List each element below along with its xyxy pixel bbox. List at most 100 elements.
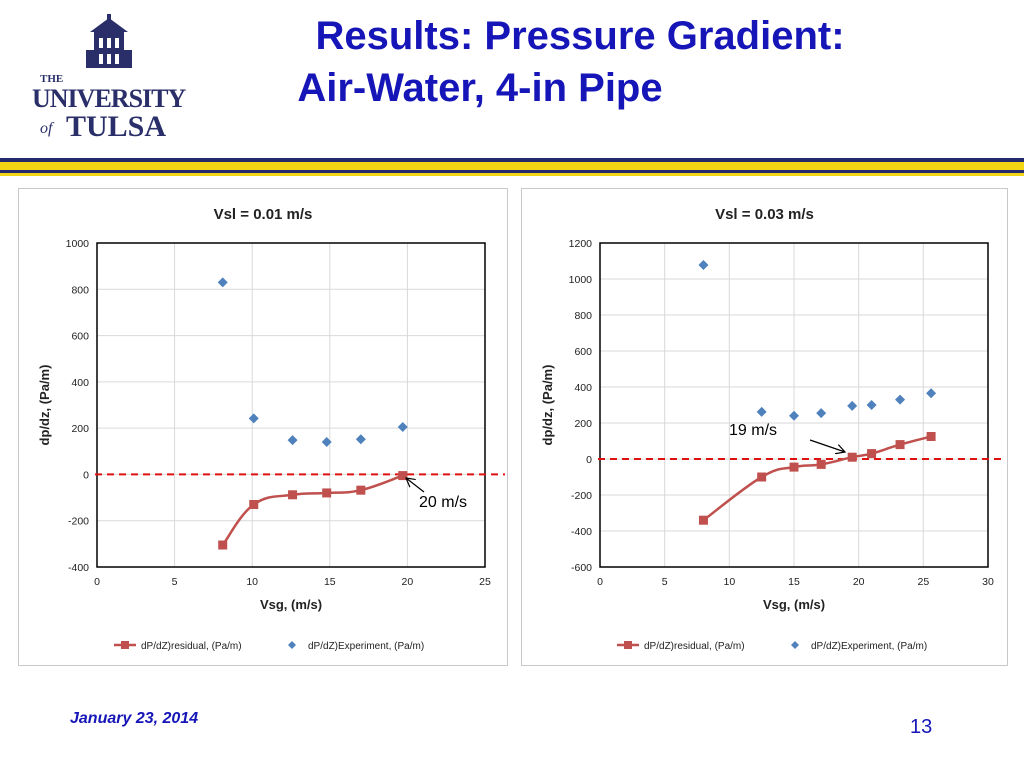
legend-swatch-square [624, 641, 632, 649]
experiment-point [217, 277, 228, 288]
experiment-point [816, 408, 827, 419]
y-tick-label: 1000 [66, 238, 90, 250]
residual-point [218, 540, 228, 550]
x-tick-label: 30 [982, 576, 994, 588]
chart-panel-left: Vsl = 0.01 m/s -400 -200 0 200 400 600 800 1000 0… [18, 188, 508, 666]
y-tick-label: 400 [574, 382, 592, 394]
slide-title: Results: Pressure Gradient: Air-Water, 4… [150, 10, 1010, 114]
residual-point [926, 432, 936, 441]
legend-swatch-square [121, 641, 129, 649]
x-tick-label: 0 [94, 576, 100, 588]
experiment-point [847, 400, 858, 411]
residual-point [816, 459, 826, 469]
plot-area-border [96, 242, 486, 568]
logo-the-text: THE [40, 73, 63, 85]
y-axis-label: dp/dz, (Pa/m) [540, 365, 555, 446]
y-tick-label: 1200 [569, 238, 593, 250]
y-tick-label: 200 [71, 423, 89, 435]
y-tick-label: -400 [68, 562, 89, 574]
header-bar-gold [0, 162, 1024, 170]
residual-point [789, 462, 799, 472]
x-tick-label: 5 [172, 576, 178, 588]
chart-legend: dP/dZ)residual, (Pa/m) dP/dZ)Experiment, … [617, 641, 927, 652]
chart-vsl-0-01: Vsl = 0.01 m/s -400 -200 0 200 400 600 800 1000 0… [37, 206, 505, 652]
experiment-point [248, 413, 259, 424]
residual-point [356, 485, 366, 495]
legend-label: dP/dZ)Experiment, (Pa/m) [811, 641, 927, 652]
residual-point [322, 488, 332, 498]
logo-roof [90, 18, 128, 32]
logo-tulsa-text: TULSA [66, 110, 166, 143]
y-tick-label: 0 [586, 454, 592, 466]
y-tick-label: 800 [71, 284, 89, 296]
experiment-point [926, 388, 937, 399]
x-tick-label: 0 [597, 576, 603, 588]
legend-label: dP/dZ)Experiment, (Pa/m) [308, 641, 424, 652]
legend-label: dP/dZ)residual, (Pa/m) [644, 641, 745, 652]
y-tick-label: -200 [571, 490, 592, 502]
residual-point [249, 500, 259, 510]
chart-vsl-0-03: Vsl = 0.03 m/s-600-400-20002004006008001… [540, 206, 1005, 652]
y-tick-label: -200 [68, 516, 89, 528]
y-tick-label: 600 [71, 331, 89, 343]
x-tick-label: 20 [853, 576, 865, 588]
y-tick-label: 400 [71, 377, 89, 389]
header-bar-navy-2 [0, 170, 1024, 173]
experiment-point [895, 394, 906, 405]
arrow-20-ms [406, 478, 425, 493]
y-axis-label: dp/dz, (Pa/m) [37, 365, 52, 446]
legend-swatch-diamond [288, 641, 296, 649]
x-tick-label: 25 [917, 576, 929, 588]
x-tick-label: 5 [662, 576, 668, 588]
footer-date: January 23, 2014 [70, 710, 199, 727]
x-tick-label: 25 [479, 576, 491, 588]
residual-point [867, 449, 877, 459]
experiment-point [321, 437, 332, 448]
experiment-point [698, 259, 709, 270]
annotation-19-ms: 19 m/s [729, 422, 778, 439]
chart-legend: dP/dZ)residual, (Pa/m) dP/dZ)Experiment, … [114, 641, 424, 652]
y-tick-label: -600 [571, 562, 592, 574]
chart-title: Vsl = 0.03 m/s [715, 206, 814, 223]
residual-point [288, 490, 298, 500]
y-tick-label: 800 [574, 310, 592, 322]
x-tick-label: 10 [246, 576, 258, 588]
x-tick-label: 10 [723, 576, 735, 588]
plot-area-border [599, 242, 989, 568]
header-bar-navy [0, 158, 1024, 162]
experiment-point [789, 410, 799, 421]
chart-title: Vsl = 0.01 m/s [214, 206, 313, 223]
x-tick-label: 20 [402, 576, 414, 588]
legend-label: dP/dZ)residual, (Pa/m) [141, 641, 242, 652]
y-tick-label: 0 [83, 469, 89, 481]
experiment-point [756, 406, 767, 417]
x-axis-label: Vsg, (m/s) [260, 597, 322, 612]
x-tick-label: 15 [324, 576, 336, 588]
experiment-point [397, 421, 408, 432]
header-bar-gold-2 [0, 173, 1024, 176]
y-tick-label: 200 [574, 418, 592, 430]
residual-point [698, 515, 708, 525]
university-of-tulsa-logo: THE UNIVERSITY of TULSA [32, 14, 187, 143]
logo-university-text: UNIVERSITY [32, 84, 186, 113]
y-tick-label: 600 [574, 346, 592, 358]
y-tick-label: 1000 [569, 274, 593, 286]
x-tick-label: 15 [788, 576, 800, 588]
experiment-point [287, 435, 298, 446]
arrow-19-ms [809, 439, 845, 452]
annotation-20-ms: 20 m/s [419, 494, 468, 511]
legend-swatch-diamond [791, 641, 799, 649]
logo-of-text: of [40, 120, 55, 137]
residual-point [398, 471, 408, 481]
residual-point [757, 472, 767, 482]
chart-panel-right: Vsl = 0.03 m/s -600 -400 -200 0 200 400 600 800 1… [521, 188, 1008, 666]
y-tick-label: -400 [571, 526, 592, 538]
x-axis-label: Vsg, (m/s) [763, 597, 825, 612]
residual-point [895, 440, 905, 450]
experiment-point [866, 400, 877, 410]
title-line-1: Results: Pressure Gradient: [315, 14, 845, 58]
residual-point [847, 452, 857, 462]
page-number: 13 [910, 716, 933, 738]
title-line-2: Air-Water, 4-in Pipe [297, 66, 663, 110]
